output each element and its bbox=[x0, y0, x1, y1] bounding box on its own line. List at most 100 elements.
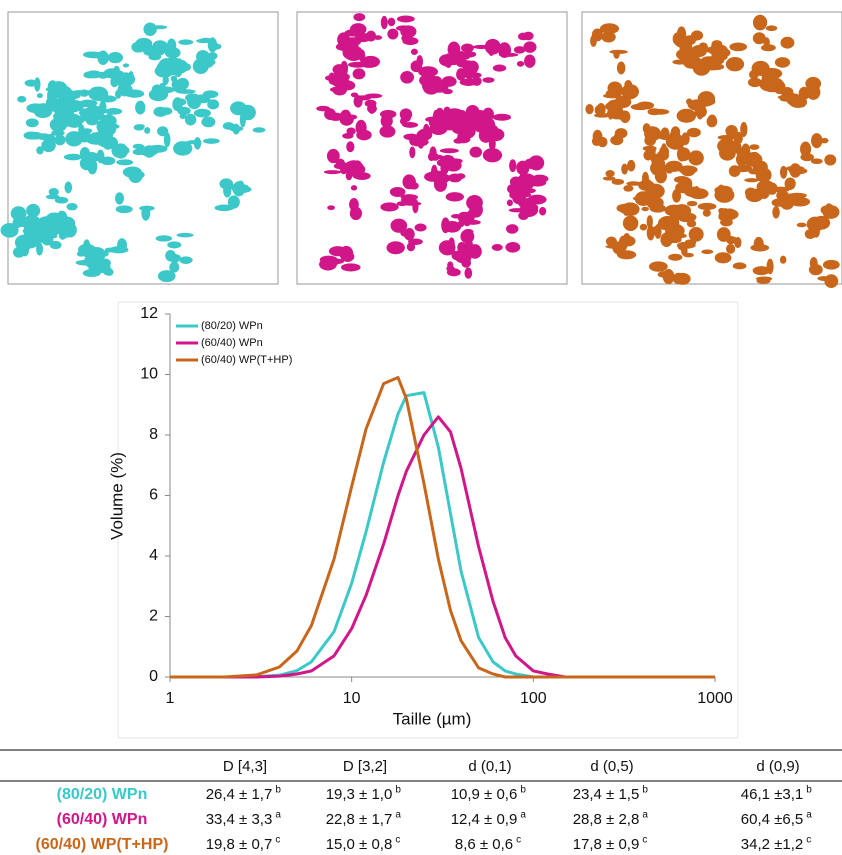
particle bbox=[55, 222, 71, 236]
particle bbox=[784, 177, 796, 191]
particle bbox=[706, 115, 718, 128]
particle bbox=[501, 46, 509, 52]
particle bbox=[725, 125, 738, 138]
particle bbox=[45, 194, 60, 200]
particle bbox=[599, 23, 620, 34]
particle bbox=[638, 180, 655, 191]
table-cell: 28,8 ± 2,8 bbox=[573, 811, 640, 828]
particle bbox=[465, 219, 481, 225]
particle bbox=[824, 203, 834, 219]
particle bbox=[611, 178, 625, 185]
particle bbox=[401, 34, 411, 42]
particle bbox=[654, 168, 667, 184]
particle bbox=[176, 232, 194, 238]
particle bbox=[445, 192, 464, 202]
particle bbox=[152, 40, 168, 53]
particle bbox=[457, 248, 477, 254]
particle bbox=[800, 153, 815, 162]
particle bbox=[115, 205, 133, 214]
table-header: D [4,3] bbox=[223, 758, 267, 775]
particle bbox=[506, 199, 513, 207]
particle bbox=[780, 36, 795, 49]
x-tick-label: 1000 bbox=[697, 690, 733, 707]
particle bbox=[133, 124, 145, 131]
particle bbox=[464, 267, 473, 279]
particle bbox=[725, 56, 745, 72]
particle bbox=[330, 72, 350, 82]
particle bbox=[810, 158, 823, 165]
particle bbox=[528, 155, 545, 171]
significance-letter: c bbox=[395, 835, 400, 846]
particle bbox=[748, 168, 760, 175]
significance-letter: b bbox=[806, 785, 812, 796]
legend-label: (60/40) WPn bbox=[201, 337, 263, 349]
particle bbox=[110, 55, 120, 61]
y-tick-label: 10 bbox=[140, 366, 158, 383]
particle bbox=[71, 93, 81, 99]
particle bbox=[733, 131, 743, 145]
particle bbox=[17, 95, 27, 103]
particle bbox=[664, 204, 685, 217]
particle bbox=[714, 252, 732, 264]
particle bbox=[694, 105, 707, 118]
particle bbox=[676, 241, 696, 249]
particle bbox=[193, 108, 211, 118]
particle bbox=[69, 115, 85, 124]
particle bbox=[83, 71, 97, 79]
particle bbox=[616, 203, 634, 213]
particle bbox=[49, 240, 62, 250]
particle bbox=[326, 148, 340, 164]
particle bbox=[672, 32, 683, 46]
table-cell: 26,4 ± 1,7 bbox=[206, 786, 273, 803]
particle bbox=[406, 242, 416, 252]
particle bbox=[81, 248, 101, 259]
particle bbox=[361, 55, 381, 68]
particle bbox=[97, 71, 109, 79]
particle bbox=[732, 262, 747, 270]
particle bbox=[459, 54, 470, 60]
particle bbox=[201, 116, 216, 128]
y-tick-label: 8 bbox=[149, 426, 158, 443]
particle bbox=[741, 143, 751, 159]
particle bbox=[346, 141, 355, 153]
significance-letter: b bbox=[275, 785, 281, 796]
particle bbox=[196, 38, 212, 44]
particle bbox=[467, 72, 482, 79]
particle bbox=[729, 42, 748, 52]
particle bbox=[652, 225, 661, 236]
particle bbox=[459, 78, 478, 86]
particle bbox=[513, 46, 526, 54]
particle bbox=[163, 132, 171, 148]
particle bbox=[400, 197, 415, 203]
series-line bbox=[170, 376, 715, 679]
particle bbox=[239, 104, 256, 121]
particle bbox=[352, 68, 366, 80]
particle bbox=[379, 109, 397, 119]
particle bbox=[187, 94, 202, 110]
particle bbox=[173, 141, 193, 156]
y-tick-label: 4 bbox=[149, 547, 158, 564]
particle bbox=[114, 192, 125, 205]
particle bbox=[418, 66, 438, 78]
particle bbox=[676, 146, 687, 162]
particle bbox=[609, 49, 628, 54]
significance-letter: c bbox=[516, 835, 521, 846]
particle bbox=[36, 93, 43, 99]
significance-letter: b bbox=[642, 785, 648, 796]
particle bbox=[185, 140, 202, 145]
particle bbox=[24, 79, 38, 87]
row-label: (60/40) WP(T+HP) bbox=[36, 836, 169, 853]
particle bbox=[232, 123, 240, 135]
particle bbox=[787, 192, 807, 199]
particle bbox=[138, 146, 159, 157]
particle bbox=[780, 87, 794, 98]
particle bbox=[508, 208, 526, 213]
particle bbox=[172, 97, 183, 112]
particle bbox=[36, 146, 44, 155]
particle bbox=[380, 15, 388, 30]
particle bbox=[752, 14, 768, 31]
significance-letter: c bbox=[642, 835, 647, 846]
particle bbox=[585, 104, 594, 115]
particle bbox=[139, 205, 155, 211]
particle bbox=[169, 254, 180, 264]
